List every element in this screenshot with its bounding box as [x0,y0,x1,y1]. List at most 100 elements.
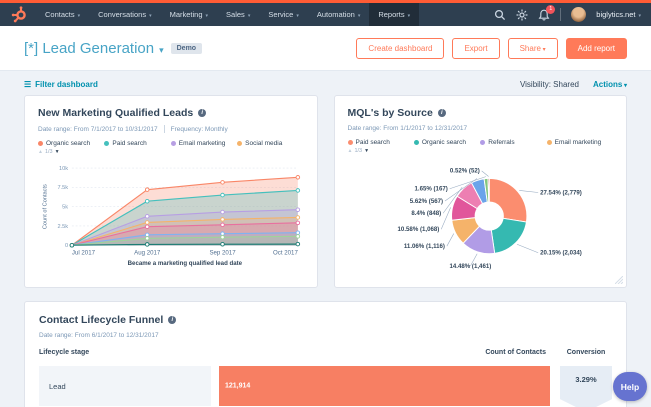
nav-item-automation[interactable]: Automation [308,3,369,26]
account-menu[interactable]: biglytics.net [596,10,641,19]
legend-item-paid-search[interactable]: Paid search [347,139,414,146]
chevron-down-icon [541,44,546,53]
donut-slice-organic-search[interactable] [490,217,527,254]
donut-chart[interactable]: 27.54% (2,779) 20.15% (2,034) 14.48% (1,46… [348,156,614,278]
actions-menu[interactable]: Actions [593,80,627,89]
svg-text:Aug 2017: Aug 2017 [134,250,161,257]
pager-up-icon[interactable] [38,149,43,155]
nav-divider [560,8,562,21]
dashboard-title: [*] Lead Generation [24,40,164,57]
donut-label: 20.15% (2,034) [540,250,582,257]
account-name: biglytics.net [596,10,636,19]
donut-label: 27.54% (2,779) [540,189,582,196]
donut-label: 10.58% (1,068) [397,226,439,233]
svg-text:2.5k: 2.5k [57,224,68,230]
avatar[interactable] [571,7,587,22]
dashboard-title-dropdown-icon[interactable] [159,40,164,57]
svg-text:Oct 2017: Oct 2017 [273,250,298,257]
donut-label: 0.52% (52) [449,168,479,175]
card-title: Contact Lifecycle Funnel [39,314,612,326]
dashboard-title-text: [*] Lead Generation [24,39,155,57]
nav-item-service[interactable]: Service [259,3,308,26]
create-dashboard-button[interactable]: Create dashboard [356,37,445,59]
legend-item-referrals[interactable]: Referrals [480,139,546,146]
resize-handle[interactable] [615,276,623,284]
legend-item-email-marketing[interactable]: Email marketing [170,140,237,147]
visibility-status: Visibility: Shared [519,80,579,89]
hubspot-logo-icon[interactable] [10,6,28,23]
card-meta: Date range: From 6/1/2017 to 12/31/2017 [39,332,612,339]
card-meta: Date range: From 7/1/2017 to 10/31/2017 … [38,125,304,133]
donut-slice-pct-0-52[interactable] [487,177,490,203]
legend-item-social-media[interactable]: Social media [237,140,303,147]
card-lifecycle-funnel: Contact Lifecycle Funnel Date range: Fro… [24,301,627,407]
donut-label: 5.62% (567) [409,198,442,205]
nav-item-conversations[interactable]: Conversations [89,3,160,26]
conversion-badge: 3.29% [560,366,612,407]
legend-item-paid-search[interactable]: Paid search [104,140,170,147]
card-mql-by-source: MQL's by Source Date range: From 1/1/201… [333,95,627,288]
nav-item-contacts[interactable]: Contacts [36,3,89,26]
legend-item-email-marketing[interactable]: Email marketing [546,139,613,146]
chevron-down-icon [622,80,627,89]
export-button[interactable]: Export [452,37,500,59]
search-icon[interactable] [494,9,506,21]
chevron-down-icon [248,10,251,19]
frequency: Frequency: Monthly [170,125,228,133]
donut-label: 8.4% (848) [411,210,441,217]
svg-text:0: 0 [65,243,68,249]
card-title: MQL's by Source [348,107,614,119]
share-button[interactable]: Share [507,37,558,59]
gear-icon[interactable] [516,9,528,21]
donut-label: 14.48% (1,461) [449,263,491,270]
chevron-down-icon [638,10,641,19]
column-lifecycle-stage: Lifecycle stage [39,349,90,356]
stage-cell: Lead [39,366,211,406]
legend-item-organic-search[interactable]: Organic search [413,139,480,146]
chevron-down-icon [408,10,411,19]
svg-text:10k: 10k [59,166,68,172]
date-range: Date range: From 1/1/2017 to 12/31/2017 [347,125,468,132]
pager-down-icon[interactable] [364,148,369,154]
column-conversion: Conversion [566,349,606,356]
nav-item-marketing[interactable]: Marketing [161,3,217,26]
legend-area-chart: Organic search Paid search Email marketing… [38,140,304,147]
donut-slice-paid-search[interactable] [488,177,527,223]
info-icon[interactable] [168,316,177,324]
chevron-down-icon [358,10,361,19]
funnel-table-header: Lifecycle stage Count of Contacts Conver… [39,349,612,361]
card-title: New Marketing Qualified Leads [38,107,304,119]
donut-label: 1.65% (167) [414,186,447,193]
nav-item-sales[interactable]: Sales [217,3,259,26]
visibility-value: Shared [553,80,579,89]
notifications-bell[interactable]: 1 [538,4,556,21]
filter-dashboard-link[interactable]: Filter dashboard [24,80,98,89]
legend-dot-icon [480,140,486,145]
legend-dot-icon [38,141,43,146]
bar-value-label: 121,914 [225,382,251,390]
legend-item-organic-search[interactable]: Organic search [38,140,104,147]
legend-dot-icon [237,141,243,146]
chevron-down-icon [78,10,81,19]
add-report-button[interactable]: Add report [565,37,627,59]
funnel-table: Lifecycle stage Count of Contacts Conver… [39,349,612,407]
chevron-down-icon [206,10,209,19]
info-icon[interactable] [198,109,207,117]
donut-label: 11.06% (1,116) [403,243,444,250]
filter-icon [24,80,31,89]
pager-up-icon[interactable] [348,148,353,154]
svg-text:Sep 2017: Sep 2017 [209,250,236,257]
pager-down-icon[interactable] [55,149,60,155]
funnel-bar[interactable]: 121,914 [219,366,550,406]
help-button[interactable]: Help [613,372,647,401]
nav-item-reports[interactable]: Reports [369,3,420,26]
area-chart[interactable]: 0 2.5k 5k 7.5k 10k Jul 2017 Aug 2017 Sep 2017 Oc… [38,157,304,277]
nav-menu: ContactsConversationsMarketingSalesServi… [36,3,420,26]
legend-dot-icon [104,141,110,146]
card-meta: Date range: From 1/1/2017 to 12/31/2017 [348,125,614,132]
legend-dot-icon [546,140,552,145]
brand-accent-strip [0,0,651,3]
info-icon[interactable] [437,109,446,117]
top-navbar: ContactsConversationsMarketingSalesServi… [0,3,651,26]
date-range: Date range: From 6/1/2017 to 12/31/2017 [39,332,159,339]
